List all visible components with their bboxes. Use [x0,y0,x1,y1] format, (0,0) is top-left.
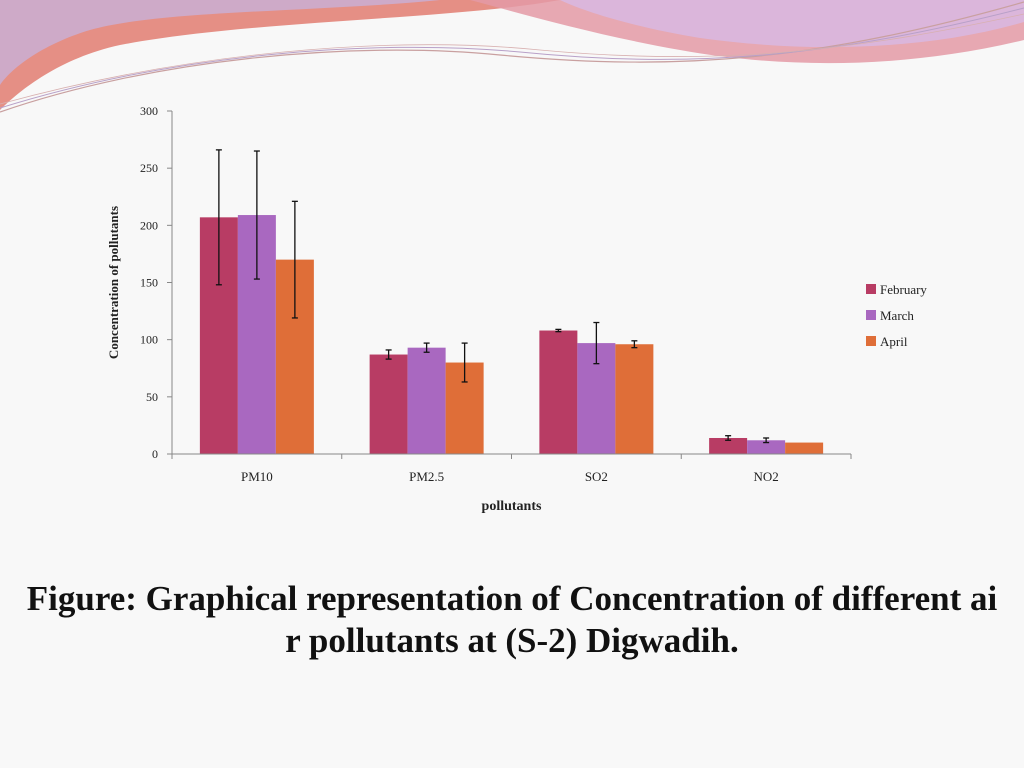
legend-swatch-april [866,336,876,346]
bar-february-no2 [709,437,748,454]
bar-february-pm25 [369,354,408,454]
legend-swatch-february [866,284,876,294]
decor-line-3 [0,13,1024,105]
x-category-label: PM10 [241,469,273,484]
bar-february-so2 [539,330,578,454]
lavender-wave [0,0,440,85]
y-tick-label: 300 [140,104,158,118]
figure-caption: Figure: Graphical representation of Conc… [26,579,998,660]
x-axis-ticks [171,454,852,459]
legend-label-february: February [880,282,927,297]
x-axis-category-labels: PM10 PM2.5 SO2 NO2 [241,469,779,484]
y-tick-label: 150 [140,276,158,290]
x-category-label: NO2 [753,469,778,484]
bar-april-so2 [615,344,654,454]
y-axis-title: Concentration of pollutants [106,206,121,359]
x-category-label: PM2.5 [409,469,444,484]
lilac-wave [560,0,1024,48]
y-tick-label: 250 [140,161,158,175]
y-tick-label: 50 [146,390,158,404]
legend: February March April [866,282,927,349]
bar-march-no2 [747,440,786,454]
legend-label-march: March [880,308,914,323]
y-tick-label: 0 [152,447,158,461]
x-category-label: SO2 [585,469,608,484]
bar-march-pm25 [407,347,446,454]
legend-label-april: April [880,334,908,349]
legend-swatch-march [866,310,876,320]
decor-line-1 [0,1,1024,113]
salmon-wave [0,0,560,110]
y-tick-label: 100 [140,333,158,347]
header-wave-decoration [0,0,1024,113]
x-axis-title: pollutants [482,499,542,514]
decor-line-2 [0,7,1024,109]
y-tick-label: 200 [140,218,158,232]
y-axis-ticks: 0 50 100 150 200 250 300 [140,104,172,461]
error-bars [215,149,770,444]
bars [199,215,824,454]
bar-april-no2 [785,442,824,454]
bar-chart: 0 50 100 150 200 250 300 PM10 PM2.5 SO2 NO2 pollu… [106,104,927,514]
